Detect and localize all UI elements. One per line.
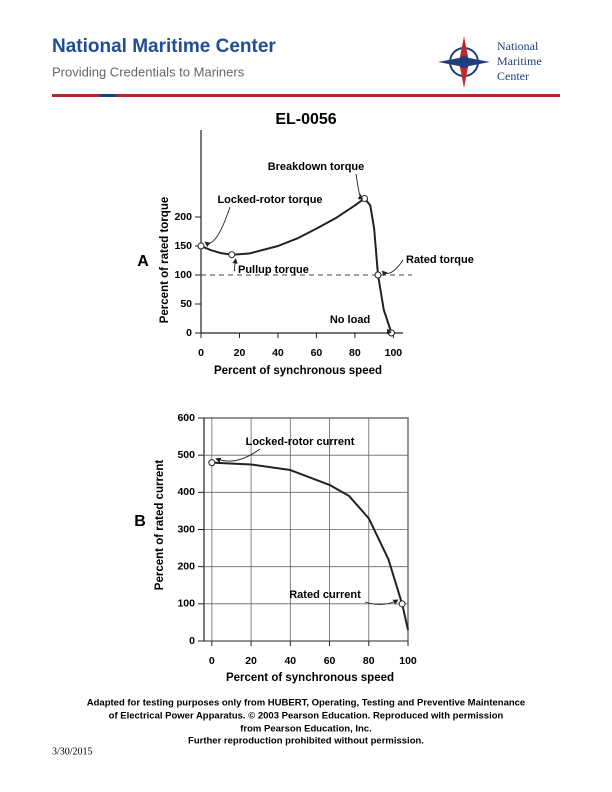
logo-text: Center: [497, 69, 529, 83]
header-rule-accent: [100, 94, 116, 97]
annotation: Locked-rotor torque: [217, 194, 322, 206]
annotation: No load: [330, 314, 370, 326]
y-tick-label: 0: [189, 635, 195, 647]
y-tick-label: 600: [177, 412, 195, 424]
date: 3/30/2015: [52, 746, 93, 757]
data-point: [398, 600, 406, 608]
y-tick-label: 500: [177, 449, 195, 461]
annotation: Pullup torque: [238, 264, 309, 276]
x-tick-label: 100: [399, 655, 417, 667]
annotation: Locked-rotor current: [246, 436, 355, 448]
header-rule: [52, 94, 560, 97]
annotation-arrow: [386, 326, 392, 335]
annotation: Breakdown torque: [268, 161, 365, 173]
x-tick-label: 40: [272, 347, 284, 359]
data-point: [208, 459, 216, 467]
annotation-arrow: [215, 448, 261, 463]
footer-line: Further reproduction prohibited without …: [188, 736, 424, 747]
data-point: [387, 329, 395, 337]
data-line: [211, 461, 409, 631]
x-tick-label: 20: [245, 655, 257, 667]
x-axis-label: Percent of synchronous speed: [214, 365, 382, 377]
x-tick-label: 40: [284, 655, 296, 667]
x-tick-label: 80: [363, 655, 375, 667]
panel-label: B: [134, 513, 146, 530]
x-tick-label: 20: [234, 347, 246, 359]
logo-text: National: [497, 39, 539, 53]
footer-line: Adapted for testing purposes only from H…: [87, 698, 525, 709]
panel-label: A: [137, 253, 149, 270]
data-point: [197, 242, 205, 250]
footer-line: of Electrical Power Apparatus. © 2003 Pe…: [109, 711, 504, 722]
y-tick-label: 100: [174, 269, 192, 281]
y-tick-label: 200: [174, 211, 192, 223]
data-point: [374, 271, 382, 279]
logo-text: Maritime: [497, 54, 542, 68]
y-tick-label: 400: [177, 486, 195, 498]
annotation-arrow: [381, 259, 404, 277]
x-tick-label: 100: [385, 347, 403, 359]
y-tick-label: 50: [180, 298, 192, 310]
x-tick-label: 60: [324, 655, 336, 667]
logo: [438, 36, 490, 88]
x-axis-label: Percent of synchronous speed: [226, 672, 394, 684]
x-tick-label: 0: [209, 655, 215, 667]
y-tick-label: 300: [177, 523, 195, 535]
annotation-arrow: [364, 599, 399, 605]
doc-id: EL-0056: [275, 111, 336, 128]
annotation-arrow: [355, 173, 364, 200]
annotation-arrow: [232, 258, 238, 272]
annotation: Rated torque: [406, 254, 474, 266]
data-point: [228, 251, 236, 259]
annotation-arrow: [204, 206, 231, 248]
data-point: [361, 194, 369, 202]
x-tick-label: 0: [198, 347, 204, 359]
data-line: [200, 197, 393, 334]
y-axis-label: Percent of rated current: [154, 460, 166, 591]
y-tick-label: 150: [174, 240, 192, 252]
header-title: National Maritime Center: [52, 36, 276, 57]
y-tick-label: 0: [186, 327, 192, 339]
y-axis-label: Percent of rated torque: [159, 197, 171, 324]
annotation: Rated current: [289, 589, 361, 601]
y-tick-label: 200: [177, 560, 195, 572]
footer-line: from Pearson Education, Inc.: [240, 724, 371, 735]
x-tick-label: 60: [311, 347, 323, 359]
header-subtitle: Providing Credentials to Mariners: [52, 64, 245, 79]
x-tick-label: 80: [349, 347, 361, 359]
y-tick-label: 100: [177, 598, 195, 610]
